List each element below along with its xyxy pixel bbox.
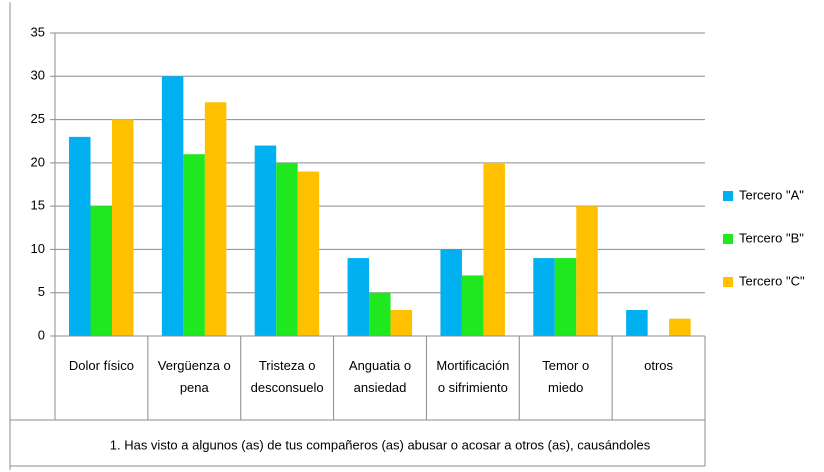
bar: [204, 102, 227, 336]
bar: [461, 275, 484, 336]
x-tick-label: Vergüenza o pena: [158, 358, 231, 395]
bar: [69, 136, 91, 336]
x-tick-label: Tristeza o desconsuelo: [251, 358, 324, 395]
bar: [254, 145, 277, 336]
legend-label: Tercero "C": [739, 273, 805, 288]
bar: [483, 162, 505, 336]
x-axis-label: 1. Has visto a algunos (as) de tus compa…: [110, 437, 651, 452]
legend-swatch: [723, 191, 733, 201]
bar: [276, 162, 298, 336]
x-tick-label: Dolor físico: [69, 358, 134, 373]
y-tick-label: 35: [31, 24, 45, 39]
x-tick-label: Anguatia o ansiedad: [349, 358, 411, 395]
legend-label: Tercero "B": [739, 230, 804, 245]
bar: [576, 206, 598, 336]
y-tick-label: 15: [31, 198, 45, 213]
bar: [369, 292, 391, 336]
bar: [183, 154, 205, 336]
x-tick-label: otros: [644, 358, 673, 373]
bar: [626, 310, 648, 336]
x-tick-label: Mortificación o sifrimiento: [436, 358, 509, 395]
bar: [297, 171, 320, 336]
legend-label: Tercero "A": [739, 187, 804, 202]
y-tick-label: 5: [38, 284, 45, 299]
bar: [112, 119, 134, 336]
bar: [533, 258, 555, 336]
bar: [161, 76, 184, 337]
legend-swatch: [723, 234, 733, 244]
y-tick-label: 0: [38, 327, 45, 342]
bar: [554, 258, 577, 336]
bar: [440, 249, 462, 336]
y-tick-label: 30: [31, 68, 45, 83]
bar: [90, 206, 112, 336]
legend-swatch: [723, 277, 733, 287]
bar: [669, 318, 691, 336]
x-tick-label: Temor o miedo: [542, 358, 589, 395]
y-tick-label: 20: [31, 154, 45, 169]
y-tick-label: 10: [31, 241, 45, 256]
bar: [390, 310, 413, 336]
y-tick-label: 25: [31, 111, 45, 126]
bar: [347, 258, 370, 336]
